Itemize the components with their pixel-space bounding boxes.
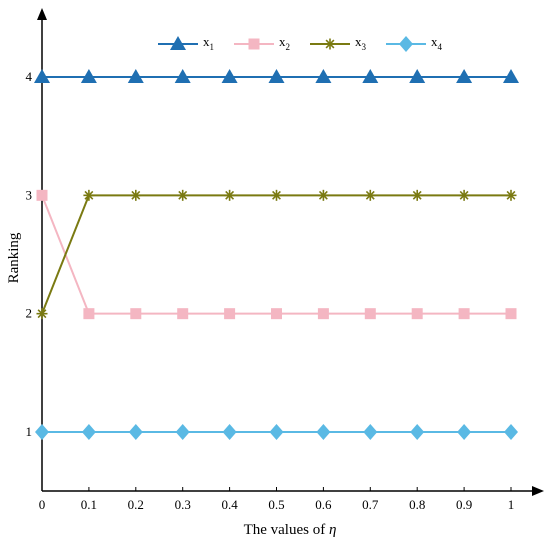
asterisk-stroke xyxy=(84,190,94,200)
legend-item-x2: x2 xyxy=(234,34,290,52)
legend-marker xyxy=(399,36,413,52)
data-point xyxy=(456,69,473,83)
data-point xyxy=(457,424,472,440)
legend: x1 x2 x3 x4 xyxy=(158,34,443,52)
x-tick-label: 0.9 xyxy=(456,497,472,512)
series-x1 xyxy=(34,69,519,83)
y-axis-title: Ranking xyxy=(6,232,22,283)
asterisk-stroke xyxy=(506,190,516,200)
data-point xyxy=(80,69,97,83)
series-x2 xyxy=(36,189,517,320)
data-point xyxy=(271,189,282,201)
asterisk-stroke xyxy=(178,190,188,200)
legend-label: x1 xyxy=(203,34,214,52)
data-point xyxy=(316,424,331,440)
legend-label: x2 xyxy=(279,34,290,52)
asterisk-stroke xyxy=(459,190,469,200)
data-point xyxy=(83,189,95,201)
x-tick-label: 1 xyxy=(508,497,515,512)
data-point xyxy=(221,69,238,83)
series-line xyxy=(41,194,511,315)
data-point xyxy=(222,424,237,440)
data-point xyxy=(364,308,376,320)
legend-item-x4: x4 xyxy=(386,34,443,52)
data-point xyxy=(175,424,190,440)
y-axis-arrow xyxy=(37,8,47,20)
data-point xyxy=(458,308,470,320)
x-tick-label: 0.6 xyxy=(315,497,332,512)
legend-marker xyxy=(248,38,260,50)
x-axis-arrow xyxy=(532,486,544,496)
data-point xyxy=(317,308,329,320)
legend-marker xyxy=(324,38,336,50)
x-axis-title-text: The values of xyxy=(244,522,329,538)
series-x4 xyxy=(35,424,518,440)
data-point xyxy=(128,424,143,440)
data-point xyxy=(224,308,236,320)
axes: 0 0.1 0.2 0.3 0.4 0.5 0.6 0.7 0.8 0.9 1 1 2 3 4 xyxy=(26,8,544,512)
x-tick-label: 0.2 xyxy=(128,497,144,512)
data-point xyxy=(409,69,426,83)
data-point xyxy=(130,189,142,201)
data-point xyxy=(505,189,517,201)
y-tick-label: 4 xyxy=(26,69,33,84)
data-point xyxy=(224,189,236,201)
asterisk-stroke xyxy=(272,190,281,200)
data-point xyxy=(36,189,48,201)
data-point xyxy=(362,69,379,83)
x-axis-title-symbol: η xyxy=(329,522,336,538)
data-point xyxy=(174,69,191,83)
data-point xyxy=(411,189,423,201)
data-point xyxy=(411,308,423,320)
data-point xyxy=(458,189,470,201)
data-point xyxy=(504,424,518,440)
legend-item-x1: x1 xyxy=(158,34,214,52)
data-point xyxy=(363,424,378,440)
asterisk-stroke xyxy=(37,309,47,319)
x-tick-label: 0 xyxy=(39,497,46,512)
legend-item-x3: x3 xyxy=(310,34,367,52)
data-point xyxy=(410,424,425,440)
x-tick-label: 0.1 xyxy=(81,497,97,512)
data-point xyxy=(505,308,517,320)
x-tick-label: 0.7 xyxy=(362,497,379,512)
asterisk-stroke xyxy=(318,190,328,200)
data-point xyxy=(83,308,95,320)
x-axis-title: The values of η xyxy=(244,522,337,538)
data-point xyxy=(177,308,189,320)
asterisk-stroke xyxy=(365,190,375,200)
data-point xyxy=(315,69,332,83)
asterisk-stroke xyxy=(412,190,422,200)
legend-label: x4 xyxy=(431,34,443,52)
series-layer xyxy=(34,69,519,440)
y-tick-label: 3 xyxy=(26,187,33,202)
x-tick-label: 0.5 xyxy=(268,497,284,512)
y-tick-label: 1 xyxy=(26,424,33,439)
data-point xyxy=(81,424,96,440)
x-tick-label: 0.8 xyxy=(409,497,425,512)
x-tick-label: 0.3 xyxy=(175,497,191,512)
data-point xyxy=(271,308,282,320)
data-point xyxy=(36,308,48,320)
data-point xyxy=(503,69,519,83)
series-line xyxy=(41,194,511,315)
asterisk-stroke xyxy=(325,39,335,49)
data-point xyxy=(177,189,189,201)
data-point xyxy=(268,69,285,83)
legend-marker xyxy=(170,36,186,50)
data-point xyxy=(269,424,284,440)
legend-label: x3 xyxy=(355,34,367,52)
y-tick-label: 2 xyxy=(26,306,33,321)
data-point xyxy=(35,424,49,440)
asterisk-stroke xyxy=(225,190,235,200)
x-tick-label: 0.4 xyxy=(221,497,238,512)
data-point xyxy=(127,69,144,83)
series-x3 xyxy=(36,189,517,320)
data-point xyxy=(364,189,376,201)
data-point xyxy=(317,189,329,201)
asterisk-stroke xyxy=(131,190,141,200)
data-point xyxy=(130,308,142,320)
data-point xyxy=(34,69,50,83)
